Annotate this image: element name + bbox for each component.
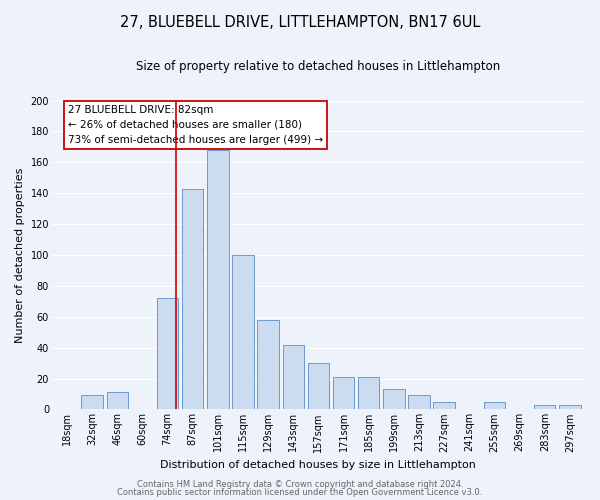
Bar <box>484 402 505 409</box>
Bar <box>182 188 203 410</box>
X-axis label: Distribution of detached houses by size in Littlehampton: Distribution of detached houses by size … <box>160 460 476 470</box>
Bar <box>534 405 556 409</box>
Bar <box>283 344 304 410</box>
Bar <box>333 377 354 410</box>
Bar <box>157 298 178 410</box>
Title: Size of property relative to detached houses in Littlehampton: Size of property relative to detached ho… <box>136 60 500 73</box>
Bar <box>383 390 404 409</box>
Bar <box>358 377 379 410</box>
Text: 27 BLUEBELL DRIVE: 82sqm
← 26% of detached houses are smaller (180)
73% of semi-: 27 BLUEBELL DRIVE: 82sqm ← 26% of detach… <box>68 105 323 145</box>
Bar <box>107 392 128 409</box>
Bar <box>232 255 254 410</box>
Bar <box>82 396 103 409</box>
Bar <box>409 396 430 409</box>
Bar <box>433 402 455 409</box>
Bar <box>559 405 581 409</box>
Bar <box>257 320 279 410</box>
Bar <box>308 363 329 410</box>
Y-axis label: Number of detached properties: Number of detached properties <box>15 168 25 342</box>
Text: Contains HM Land Registry data © Crown copyright and database right 2024.: Contains HM Land Registry data © Crown c… <box>137 480 463 489</box>
Bar <box>207 150 229 409</box>
Text: 27, BLUEBELL DRIVE, LITTLEHAMPTON, BN17 6UL: 27, BLUEBELL DRIVE, LITTLEHAMPTON, BN17 … <box>120 15 480 30</box>
Text: Contains public sector information licensed under the Open Government Licence v3: Contains public sector information licen… <box>118 488 482 497</box>
